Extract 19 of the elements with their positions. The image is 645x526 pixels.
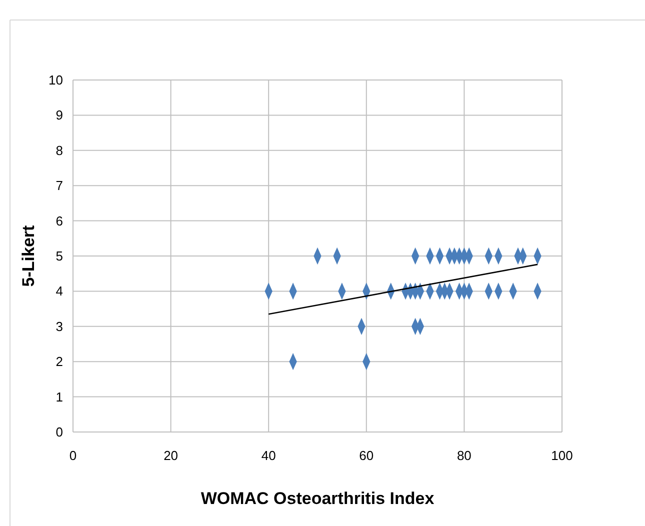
x-tick-label: 60	[359, 448, 374, 463]
y-tick-label: 3	[56, 318, 63, 334]
y-tick-label: 6	[56, 213, 63, 228]
y-tick-label: 5	[56, 248, 63, 264]
y-tick-label: 4	[56, 284, 63, 299]
x-tick-label: 40	[261, 448, 276, 463]
x-tick-label: 20	[164, 448, 178, 463]
y-axis-title: 5-Likert	[19, 224, 38, 287]
y-tick-label: 9	[56, 108, 63, 123]
x-tick-label: 80	[456, 448, 472, 463]
x-tick-label: 0	[69, 448, 77, 463]
x-tick-label: 100	[551, 448, 573, 463]
y-tick-label: 10	[48, 72, 63, 88]
y-tick-label: 7	[56, 178, 63, 194]
y-tick-label: 2	[56, 354, 63, 370]
y-tick-label: 8	[56, 142, 63, 158]
y-tick-label: 0	[56, 424, 63, 440]
y-tick-label: 1	[56, 389, 63, 404]
x-axis-title: WOMAC Osteoarthritis Index	[200, 489, 435, 508]
